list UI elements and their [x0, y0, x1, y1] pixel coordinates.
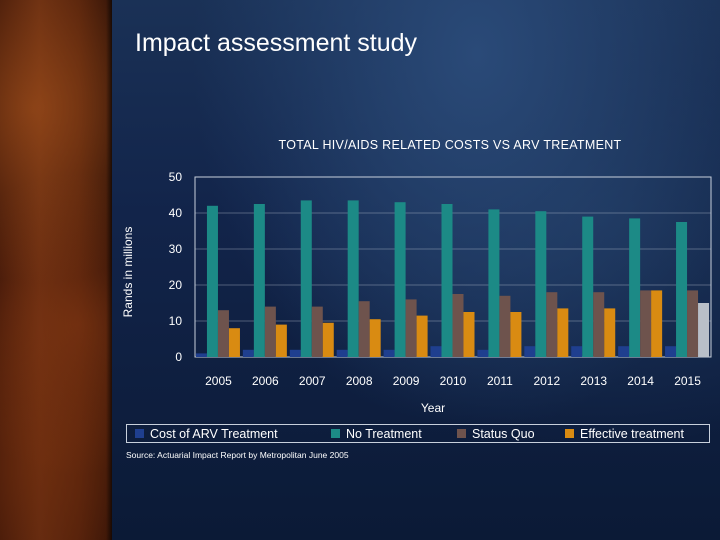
- bar-cost-of-arv-treatment-2008: [336, 349, 348, 357]
- y-tick-label: 30: [169, 242, 183, 256]
- bar-status-quo-2006: [264, 306, 276, 357]
- legend-label: Effective treatment: [580, 426, 684, 441]
- bar-no-treatment-2014: [629, 218, 641, 357]
- legend-swatch-cost-arv: [135, 429, 144, 438]
- legend-swatch-no-treatment: [331, 429, 340, 438]
- legend-label: No Treatment: [346, 426, 422, 441]
- y-tick-label: 20: [169, 278, 183, 292]
- bar-effective-treatment-2011: [510, 312, 522, 357]
- legend-swatch-status-quo: [457, 429, 466, 438]
- y-tick-label: 10: [169, 314, 183, 328]
- x-tick-label: 2010: [440, 374, 467, 388]
- bar-status-quo-2011: [499, 295, 511, 357]
- chart-legend: Cost of ARV Treatment No Treatment Statu…: [126, 424, 710, 443]
- legend-item-no-treatment: No Treatment: [331, 427, 457, 441]
- x-tick-label: 2009: [393, 374, 420, 388]
- bar-cost-of-arv-treatment-2011: [477, 349, 489, 357]
- bar-no-treatment-2010: [441, 204, 453, 357]
- bar-no-treatment-2008: [347, 200, 359, 357]
- bar-cost-of-arv-treatment-2006: [242, 349, 254, 357]
- bar-status-quo-2012: [546, 292, 558, 357]
- x-tick-label: 2005: [205, 374, 232, 388]
- bar-status-quo-2005: [217, 310, 229, 357]
- chart-title: TOTAL HIV/AIDS RELATED COSTS VS ARV TREA…: [278, 138, 622, 152]
- bar-effective-treatment-2010: [463, 312, 475, 357]
- bar-no-treatment-2015: [676, 222, 688, 357]
- y-tick-label: 40: [169, 206, 183, 220]
- bar-effective-treatment-2015: [698, 303, 710, 357]
- x-tick-label: 2015: [674, 374, 701, 388]
- x-tick-label: 2011: [487, 374, 513, 388]
- y-axis-title: Rands in millions: [121, 227, 135, 318]
- bar-cost-of-arv-treatment-2010: [430, 346, 442, 357]
- bar-cost-of-arv-treatment-2012: [524, 346, 536, 357]
- bar-effective-treatment-2009: [416, 315, 428, 357]
- legend-label: Status Quo: [472, 426, 535, 441]
- x-tick-label: 2008: [346, 374, 373, 388]
- bar-no-treatment-2011: [488, 209, 500, 357]
- bar-effective-treatment-2012: [557, 308, 569, 357]
- x-axis-title: Year: [421, 401, 445, 415]
- y-tick-label: 50: [169, 170, 183, 184]
- bar-effective-treatment-2006: [275, 324, 287, 357]
- bar-cost-of-arv-treatment-2005: [195, 353, 207, 357]
- x-tick-label: 2012: [533, 374, 560, 388]
- bar-effective-treatment-2005: [228, 328, 240, 357]
- x-tick-label: 2007: [299, 374, 326, 388]
- bar-status-quo-2014: [640, 290, 652, 357]
- legend-item-cost-arv: Cost of ARV Treatment: [135, 427, 331, 441]
- bar-no-treatment-2012: [535, 211, 547, 357]
- x-tick-label: 2014: [627, 374, 654, 388]
- bar-status-quo-2015: [687, 290, 699, 357]
- legend-item-status-quo: Status Quo: [457, 427, 565, 441]
- bar-no-treatment-2006: [253, 204, 265, 357]
- x-tick-label: 2013: [580, 374, 607, 388]
- bar-no-treatment-2009: [394, 202, 406, 357]
- legend-item-effective-treatment: Effective treatment: [565, 427, 684, 441]
- bar-effective-treatment-2014: [651, 290, 663, 357]
- bar-status-quo-2010: [452, 294, 464, 357]
- bar-status-quo-2007: [311, 306, 323, 357]
- bar-cost-of-arv-treatment-2007: [289, 349, 301, 357]
- bar-no-treatment-2005: [206, 205, 218, 357]
- bar-effective-treatment-2008: [369, 319, 381, 357]
- bar-status-quo-2008: [358, 301, 370, 357]
- bar-effective-treatment-2013: [604, 308, 616, 357]
- decorative-side-strip: [0, 0, 112, 540]
- bar-cost-of-arv-treatment-2014: [618, 346, 630, 357]
- y-tick-label: 0: [175, 350, 182, 364]
- chart-source-note: Source: Actuarial Impact Report by Metro…: [126, 450, 349, 460]
- legend-label: Cost of ARV Treatment: [150, 426, 278, 441]
- bar-no-treatment-2007: [300, 200, 312, 357]
- legend-swatch-effective-treatment: [565, 429, 574, 438]
- bar-status-quo-2009: [405, 299, 417, 357]
- slide-title: Impact assessment study: [135, 29, 418, 57]
- bar-cost-of-arv-treatment-2009: [383, 349, 395, 357]
- bar-no-treatment-2013: [582, 216, 594, 357]
- bar-effective-treatment-2007: [322, 322, 334, 357]
- bar-status-quo-2013: [593, 292, 605, 357]
- x-tick-label: 2006: [252, 374, 279, 388]
- bar-cost-of-arv-treatment-2013: [571, 346, 583, 357]
- bar-cost-of-arv-treatment-2015: [665, 346, 677, 357]
